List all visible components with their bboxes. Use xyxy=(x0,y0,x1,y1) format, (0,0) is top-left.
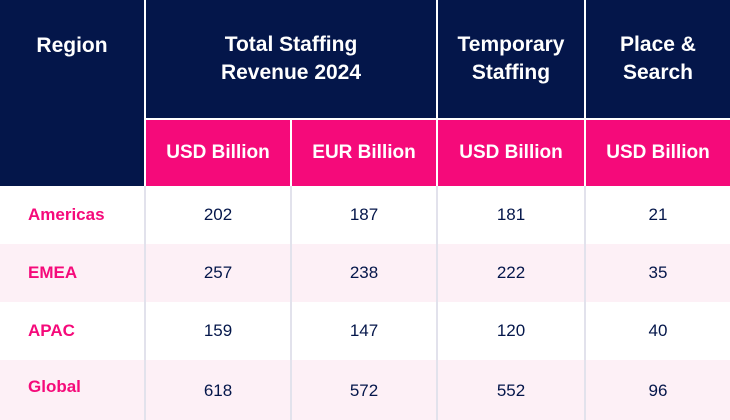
region-global: Global xyxy=(28,377,81,396)
column-divider xyxy=(290,186,292,420)
header-total-label: Total Staffing Revenue 2024 xyxy=(220,33,362,84)
header-region: Region xyxy=(0,0,144,186)
table-cell: 181 xyxy=(496,205,526,224)
unit-total-usd: USD Billion xyxy=(146,120,290,186)
table-cell: 35 xyxy=(648,263,668,282)
column-divider xyxy=(436,186,438,420)
table-cell: 159 xyxy=(203,321,233,340)
table-cell: 618 xyxy=(203,381,233,400)
region-americas: Americas xyxy=(28,205,105,224)
header-temporary-staffing: Temporary Staffing xyxy=(438,0,584,118)
unit-place-usd: USD Billion xyxy=(586,120,730,186)
region-emea: EMEA xyxy=(28,263,78,282)
region-apac: APAC xyxy=(28,321,75,340)
header-place-search: Place & Search xyxy=(586,0,730,118)
table-cell: 202 xyxy=(203,205,233,224)
header-place-label: Place & Search xyxy=(620,33,696,84)
table-cell: 552 xyxy=(496,381,526,400)
header-temporary-label: Temporary Staffing xyxy=(457,33,565,84)
row-background-global xyxy=(0,360,730,420)
row-background-emea xyxy=(0,244,730,302)
table-cell: 238 xyxy=(349,263,379,282)
header-region-label: Region xyxy=(36,34,108,57)
table-cell: 120 xyxy=(496,321,526,340)
table-cell: 96 xyxy=(648,381,668,400)
table-cell: 257 xyxy=(203,263,233,282)
column-divider xyxy=(584,186,586,420)
column-divider xyxy=(144,186,146,420)
header-total-staffing: Total Staffing Revenue 2024 xyxy=(146,0,436,118)
unit-total-eur: EUR Billion xyxy=(292,120,436,186)
table-cell: 222 xyxy=(496,263,526,282)
table-cell: 147 xyxy=(349,321,379,340)
table-cell: 572 xyxy=(349,381,379,400)
table-cell: 187 xyxy=(349,205,379,224)
table-cell: 40 xyxy=(648,321,668,340)
table-cell: 21 xyxy=(648,205,668,224)
unit-temporary-usd: USD Billion xyxy=(438,120,584,186)
